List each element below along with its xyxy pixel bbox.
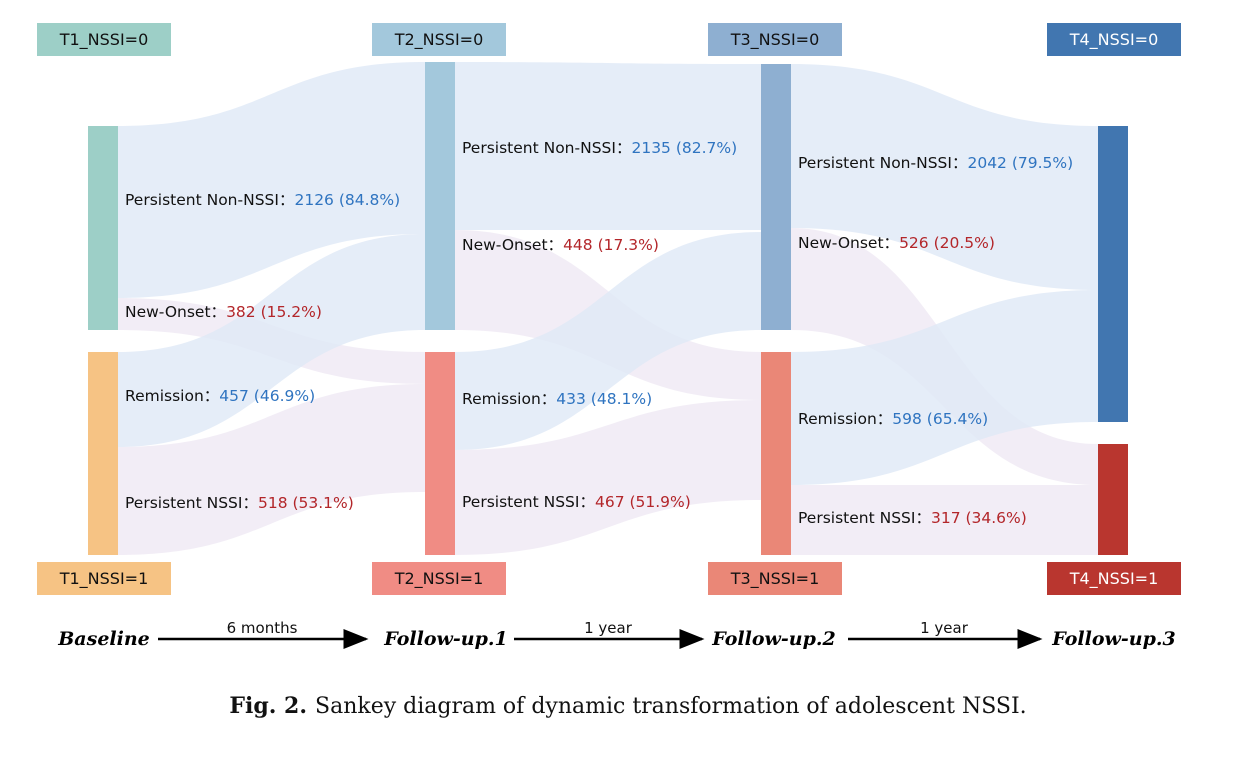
- flow-T3_1-to-T4_1: [791, 485, 1098, 555]
- flow-label: Persistent Non-NSSI：2042 (79.5%): [798, 154, 1073, 172]
- timeline-point: Follow-up.1: [383, 628, 507, 650]
- flow-label-value: 2135 (82.7%): [631, 139, 737, 157]
- flow-T1_1-to-T2_0: [118, 234, 425, 447]
- timeline-point: Follow-up.2: [711, 628, 835, 650]
- flow-label-name: Persistent NSSI: [798, 509, 915, 527]
- flow-label-sep: ：: [884, 234, 900, 252]
- flow-label-value: 317 (34.6%): [931, 509, 1027, 527]
- flow-label-sep: ：: [616, 139, 632, 157]
- flow-label: Persistent NSSI：518 (53.1%): [125, 494, 354, 512]
- flow-label-name: Remission: [125, 387, 204, 405]
- timeline-point: Follow-up.3: [1051, 628, 1175, 650]
- node-label: T1_NSSI=0: [59, 30, 149, 50]
- flow-label-name: Persistent NSSI: [125, 494, 242, 512]
- node-label: T2_NSSI=1: [394, 569, 484, 589]
- node-bar-T4_1: [1098, 444, 1128, 555]
- flow-T1_1-to-T2_1: [118, 384, 425, 555]
- flow-label: New-Onset：526 (20.5%): [798, 234, 995, 252]
- flow-label-value: 526 (20.5%): [899, 234, 995, 252]
- flow-T1_0-to-T2_0: [118, 62, 425, 298]
- flow-label-name: New-Onset: [125, 303, 211, 321]
- flow-T3_0-to-T4_0: [791, 64, 1098, 290]
- flow-label-name: Remission: [462, 390, 541, 408]
- node-label-box-T4_1: T4_NSSI=1: [1047, 562, 1181, 595]
- node-label: T1_NSSI=1: [59, 569, 149, 589]
- flow-label: New-Onset：382 (15.2%): [125, 303, 322, 321]
- flow-label-sep: ：: [915, 509, 931, 527]
- sankey-diagram: T1_NSSI=0 T1_NSSI=1 T2_NSSI=0 T2_NSSI=1 T3_N…: [37, 23, 1181, 650]
- node-bar-T3_0: [761, 64, 791, 330]
- flow-label-value: 2126 (84.8%): [294, 191, 400, 209]
- node-bar-T3_1: [761, 352, 791, 555]
- flow-label-name: Persistent Non-NSSI: [125, 191, 279, 209]
- node-label-box-T4_0: T4_NSSI=0: [1047, 23, 1181, 56]
- flow-label-name: New-Onset: [462, 236, 548, 254]
- flow-label-name: Persistent Non-NSSI: [462, 139, 616, 157]
- flow-label-sep: ：: [242, 494, 258, 512]
- flow-label-value: 2042 (79.5%): [967, 154, 1073, 172]
- node-label-box-T1_1: T1_NSSI=1: [37, 562, 171, 595]
- flow-label: Remission：433 (48.1%): [462, 390, 652, 408]
- flow-label-value: 457 (46.9%): [219, 387, 315, 405]
- flow-T2_1-to-T3_0: [455, 232, 761, 450]
- caption-prefix: Fig. 2.: [229, 693, 307, 719]
- flow-label-value: 382 (15.2%): [226, 303, 322, 321]
- flow-label-sep: ：: [279, 191, 295, 209]
- node-label-box-T3_1: T3_NSSI=1: [708, 562, 842, 595]
- node-bar-T1_1: [88, 352, 118, 555]
- node-label-box-T1_0: T1_NSSI=0: [37, 23, 171, 56]
- flow-label: Persistent NSSI：317 (34.6%): [798, 509, 1027, 527]
- flow-label: Remission：457 (46.9%): [125, 387, 315, 405]
- timeline-interval: 1 year: [584, 619, 633, 637]
- flow-label-sep: ：: [548, 236, 564, 254]
- node-bar-T2_0: [425, 62, 455, 330]
- flow-label-name: Persistent Non-NSSI: [798, 154, 952, 172]
- node-bar-T4_0: [1098, 126, 1128, 422]
- timeline-point: Baseline: [57, 628, 150, 650]
- node-label: T2_NSSI=0: [394, 30, 484, 50]
- timeline-interval: 6 months: [227, 619, 298, 637]
- flow-label-value: 518 (53.1%): [258, 494, 354, 512]
- flow-label-sep: ：: [211, 303, 227, 321]
- node-label: T3_NSSI=1: [730, 569, 820, 589]
- flow-label-name: Remission: [798, 410, 877, 428]
- node-label-box-T3_0: T3_NSSI=0: [708, 23, 842, 56]
- flow-label: Persistent Non-NSSI：2126 (84.8%): [125, 191, 400, 209]
- node-label: T3_NSSI=0: [730, 30, 820, 50]
- node-bar-T2_1: [425, 352, 455, 555]
- flow-T2_0-to-T3_0: [455, 62, 761, 230]
- flow-label: Persistent NSSI：467 (51.9%): [462, 493, 691, 511]
- flow-label-sep: ：: [204, 387, 220, 405]
- node-label-box-T2_1: T2_NSSI=1: [372, 562, 506, 595]
- flow-label: Persistent Non-NSSI：2135 (82.7%): [462, 139, 737, 157]
- flow-label-name: Persistent NSSI: [462, 493, 579, 511]
- flow-label-value: 598 (65.4%): [892, 410, 988, 428]
- node-label: T4_NSSI=1: [1069, 569, 1159, 589]
- flow-label: New-Onset：448 (17.3%): [462, 236, 659, 254]
- flow-label-name: New-Onset: [798, 234, 884, 252]
- figure-caption: Fig. 2. Sankey diagram of dynamic transfo…: [0, 693, 1256, 719]
- flow-label-value: 433 (48.1%): [556, 390, 652, 408]
- flow-label-value: 467 (51.9%): [595, 493, 691, 511]
- node-label: T4_NSSI=0: [1069, 30, 1159, 50]
- flow-label-sep: ：: [541, 390, 557, 408]
- flow-T2_1-to-T3_1: [455, 400, 761, 555]
- flow-label-sep: ：: [579, 493, 595, 511]
- flow-label-sep: ：: [952, 154, 968, 172]
- flow-label-sep: ：: [877, 410, 893, 428]
- caption-text: Sankey diagram of dynamic transformation…: [315, 694, 1027, 719]
- flow-label: Remission：598 (65.4%): [798, 410, 988, 428]
- flow-label-value: 448 (17.3%): [563, 236, 659, 254]
- flow-T3_1-to-T4_0: [791, 290, 1098, 485]
- timeline-interval: 1 year: [920, 619, 969, 637]
- node-bar-T1_0: [88, 126, 118, 330]
- node-label-box-T2_0: T2_NSSI=0: [372, 23, 506, 56]
